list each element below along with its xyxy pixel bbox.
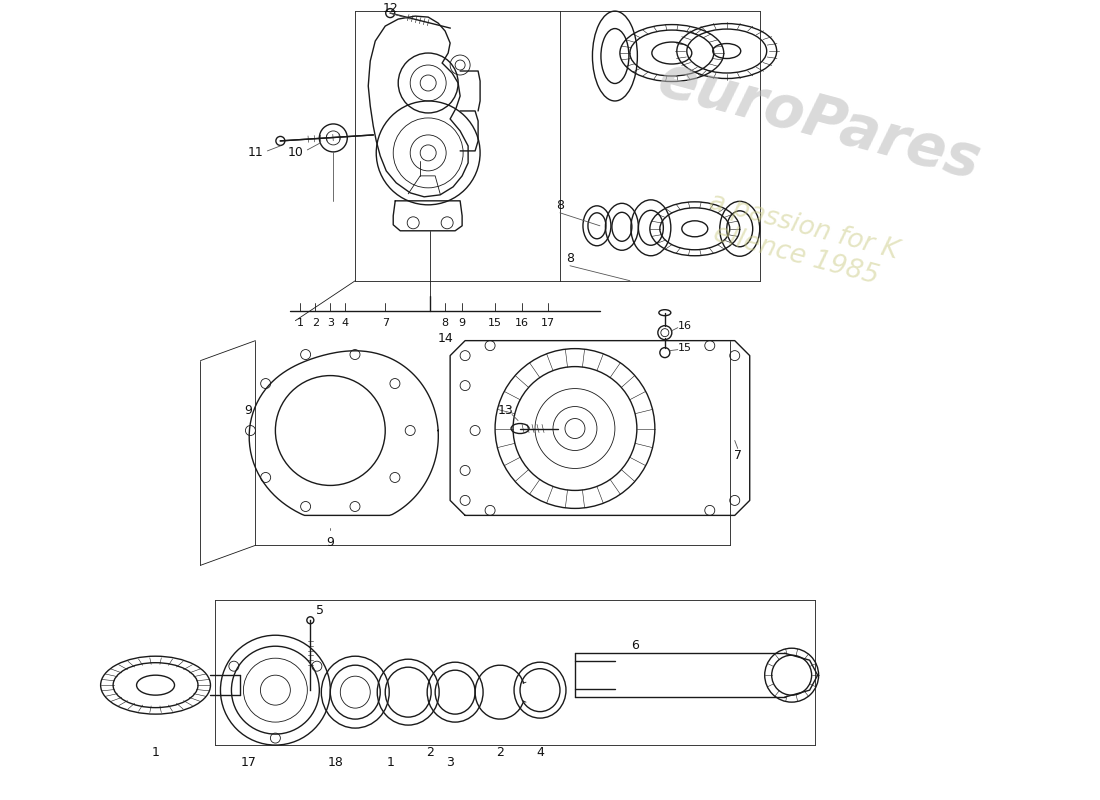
Text: 5: 5 [317,604,324,617]
Text: 15: 15 [678,342,692,353]
Text: 4: 4 [536,746,544,758]
Text: 2: 2 [426,746,434,758]
Text: 2: 2 [311,318,319,328]
Text: 13: 13 [497,404,513,417]
Text: 1: 1 [152,746,160,758]
Text: 7: 7 [382,318,388,328]
Text: 8: 8 [441,318,449,328]
Text: 9: 9 [327,536,334,549]
Text: 8: 8 [556,199,564,212]
Text: 10: 10 [287,146,304,159]
Text: euroPares: euroPares [652,50,987,191]
Text: 11: 11 [248,146,263,159]
Text: 17: 17 [241,755,256,769]
Text: 16: 16 [678,321,692,330]
Text: 18: 18 [328,755,343,769]
Text: 14: 14 [438,332,453,345]
Text: 1: 1 [297,318,304,328]
Text: 7: 7 [734,449,741,462]
Text: 9: 9 [244,404,252,417]
Text: 9: 9 [459,318,465,328]
Text: 3: 3 [327,318,333,328]
Text: 12: 12 [383,2,398,14]
Text: 2: 2 [496,746,504,758]
Text: 16: 16 [515,318,529,328]
Text: a passion for K
ellence 1985: a passion for K ellence 1985 [698,189,901,293]
Text: 15: 15 [488,318,502,328]
Text: 3: 3 [447,755,454,769]
Text: 6: 6 [631,638,639,652]
Text: 17: 17 [541,318,556,328]
Text: 4: 4 [342,318,349,328]
Text: 1: 1 [386,755,394,769]
Text: 8: 8 [566,252,574,266]
